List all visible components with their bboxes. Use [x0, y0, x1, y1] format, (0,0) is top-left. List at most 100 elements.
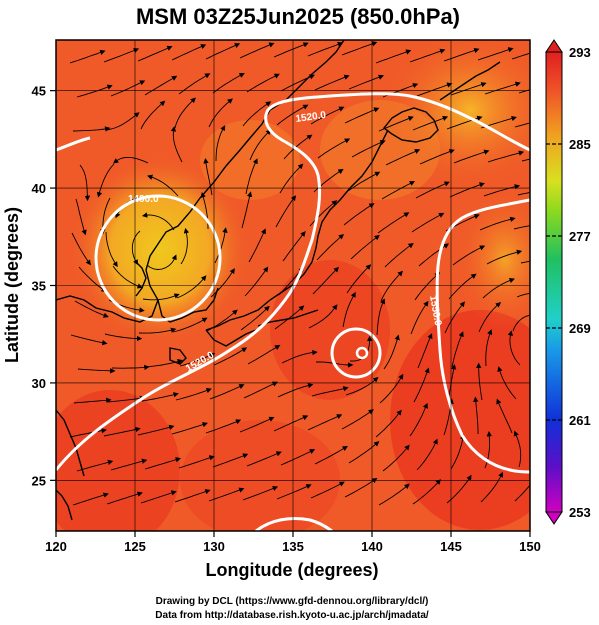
streamlines	[69, 41, 530, 506]
contour-high	[435, 198, 530, 474]
streamline	[308, 304, 338, 329]
streamline	[103, 48, 140, 63]
streamline	[375, 409, 402, 438]
streamline	[451, 331, 464, 368]
streamline	[247, 344, 281, 365]
streamline	[106, 491, 143, 505]
streamline	[351, 140, 386, 158]
streamline	[444, 301, 466, 334]
contour-northwest	[56, 136, 91, 152]
streamline	[414, 272, 441, 301]
streamline	[70, 334, 108, 346]
streamline	[171, 44, 207, 61]
streamline	[112, 265, 143, 289]
streamline	[484, 81, 521, 95]
streamline	[507, 330, 521, 366]
streamline	[482, 278, 515, 299]
streamline	[419, 149, 455, 165]
colorbar-tick-label: 293	[569, 45, 591, 60]
streamline	[276, 104, 309, 126]
streamline	[243, 381, 278, 399]
streamline	[513, 225, 530, 230]
streamline	[138, 327, 177, 334]
graticule	[56, 40, 530, 531]
temperature-field	[56, 40, 530, 531]
x-axis-label: Longitude (degrees)	[205, 560, 378, 580]
streamline	[344, 478, 378, 498]
streamline	[280, 449, 316, 466]
streamline	[171, 422, 208, 435]
streamline	[449, 182, 485, 198]
low-marker	[355, 346, 369, 360]
streamline	[411, 212, 445, 233]
colorbar-tick-label: 285	[569, 137, 591, 152]
streamline	[316, 233, 345, 261]
streamline	[174, 97, 196, 129]
streamline	[242, 101, 272, 127]
streamline	[448, 273, 477, 300]
colorbar-tick-label: 269	[569, 321, 591, 336]
streamline	[412, 115, 449, 131]
x-tick-label: 145	[440, 539, 462, 554]
streamline	[140, 100, 166, 130]
streamline	[203, 157, 213, 196]
streamline	[246, 73, 280, 93]
colorbar-gradient	[545, 51, 563, 513]
streamline	[76, 84, 113, 98]
colorbar-top-arrow	[545, 39, 563, 53]
streamline	[446, 474, 472, 504]
streamline	[496, 398, 513, 434]
streamline	[69, 49, 106, 64]
streamline	[476, 362, 483, 401]
streamline	[104, 333, 143, 342]
streamline	[69, 428, 107, 438]
streamline	[453, 149, 490, 164]
streamline	[452, 245, 486, 266]
streamline	[478, 302, 502, 333]
streamline	[96, 163, 115, 198]
streamline	[383, 334, 400, 370]
streamline	[348, 74, 385, 90]
colorbar-tick-label: 261	[569, 413, 591, 428]
streamline	[137, 45, 173, 62]
streamline	[317, 138, 351, 159]
streamline	[110, 80, 146, 97]
streamline	[79, 164, 91, 202]
streamline	[212, 453, 249, 468]
streamline	[240, 305, 270, 331]
streamline	[248, 228, 266, 263]
colorbar-tick-label: 253	[569, 505, 591, 520]
streamline	[521, 158, 530, 162]
streamline	[107, 395, 146, 403]
streamline	[176, 275, 207, 299]
streamline	[314, 74, 350, 91]
streamline	[347, 171, 381, 192]
streamline	[376, 298, 386, 336]
streamline	[311, 386, 349, 397]
x-tick-label: 130	[203, 539, 225, 554]
contour-ecs	[56, 92, 530, 471]
streamline	[512, 314, 530, 332]
streamline	[416, 82, 453, 97]
streamline	[384, 242, 414, 268]
streamline	[341, 409, 374, 430]
streamline	[413, 367, 430, 403]
streamline	[146, 254, 177, 270]
x-axis: 120 125 130 135 140 145 150	[45, 531, 541, 554]
streamline	[179, 352, 216, 367]
streamline	[312, 266, 340, 295]
streamline	[72, 126, 111, 132]
streamline	[483, 184, 521, 197]
streamline	[344, 107, 380, 124]
streamline	[141, 392, 179, 402]
streamline	[241, 191, 253, 229]
streamline	[520, 260, 530, 264]
contour-label-low: 1490.0	[128, 194, 159, 205]
y-tick-label: 30	[32, 376, 46, 391]
contour-label-north: 1520.0	[295, 110, 327, 125]
streamline	[113, 156, 149, 164]
streamline	[178, 455, 215, 469]
streamline	[345, 376, 379, 396]
streamline	[147, 174, 179, 197]
